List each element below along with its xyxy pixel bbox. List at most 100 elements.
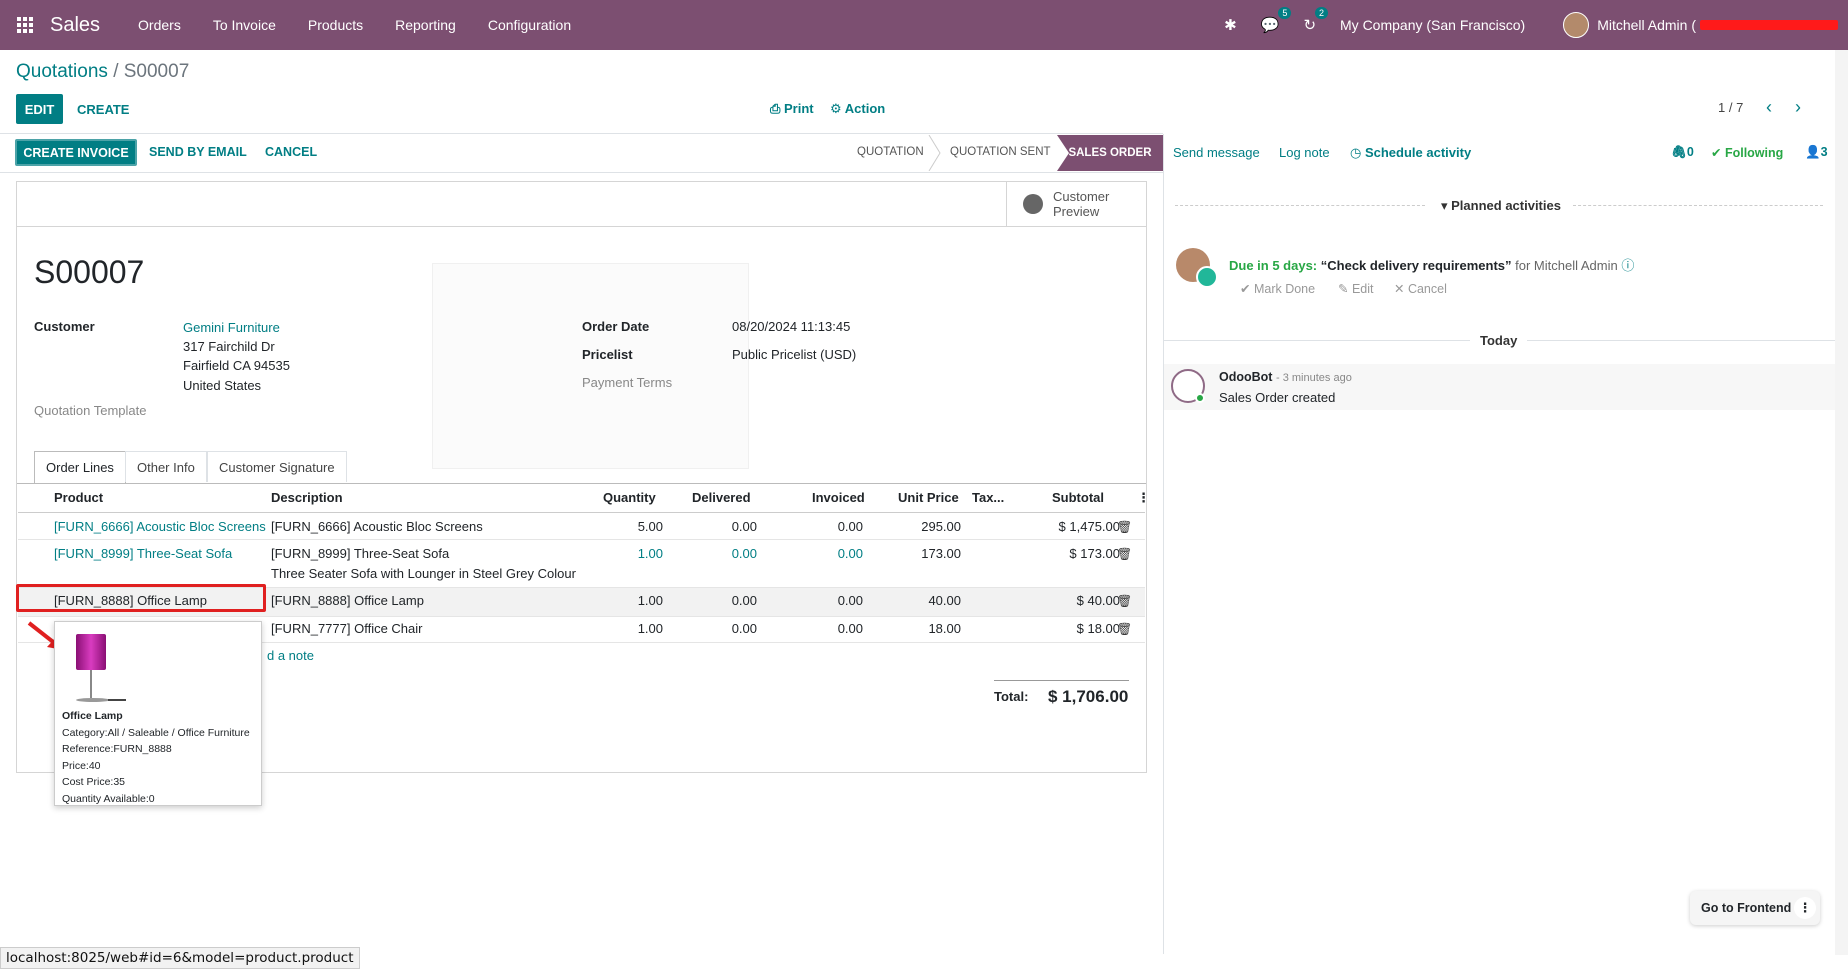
- schedule-activity-button[interactable]: ◷ Schedule activity: [1350, 145, 1471, 161]
- trash-icon[interactable]: 🗑: [1117, 622, 1133, 636]
- activity-edit-button[interactable]: ✎ Edit: [1338, 282, 1374, 296]
- scrollbar[interactable]: [1835, 50, 1848, 955]
- attachments-count: 0: [1686, 145, 1694, 159]
- edit-button[interactable]: EDIT: [16, 94, 63, 124]
- row-quantity[interactable]: 1.00: [637, 593, 663, 608]
- messages-icon[interactable]: 💬 5: [1261, 7, 1292, 34]
- col-subtotal[interactable]: Subtotal: [1052, 490, 1104, 505]
- messages-badge: 5: [1278, 7, 1292, 19]
- trash-icon[interactable]: 🗑: [1117, 547, 1133, 561]
- add-note-link[interactable]: d a note: [267, 648, 314, 663]
- planned-activities-toggle[interactable]: ▾ Planned activities: [1441, 198, 1561, 214]
- apps-menu-icon[interactable]: [0, 0, 50, 50]
- row-unit-price[interactable]: 173.00: [921, 546, 961, 561]
- col-invoiced[interactable]: Invoiced: [812, 490, 865, 505]
- followers-button[interactable]: 👤3: [1805, 145, 1828, 160]
- tab-order-lines[interactable]: Order Lines: [34, 451, 126, 483]
- row-quantity[interactable]: 5.00: [637, 519, 663, 534]
- action-button[interactable]: ⚙ Action: [830, 101, 885, 117]
- send-message-button[interactable]: Send message: [1173, 145, 1260, 160]
- row-unit-price[interactable]: 40.00: [928, 593, 961, 608]
- row-quantity[interactable]: 1.00: [637, 546, 663, 561]
- send-by-email-button[interactable]: SEND BY EMAIL: [149, 145, 247, 159]
- action-label: Action: [844, 101, 886, 116]
- row-delivered[interactable]: 0.00: [731, 546, 757, 561]
- customer-preview-button[interactable]: Customer Preview: [1006, 182, 1146, 226]
- breadcrumb-current: S00007: [123, 61, 190, 82]
- user-avatar[interactable]: [1563, 12, 1590, 38]
- menu-to-invoice[interactable]: To Invoice: [212, 17, 276, 33]
- cancel-order-button[interactable]: CANCEL: [265, 145, 318, 159]
- activity-assignee: for Mitchell Admin: [1515, 258, 1618, 273]
- tab-other-info[interactable]: Other Info: [125, 451, 207, 482]
- menu-configuration[interactable]: Configuration: [487, 17, 572, 33]
- row-delivered[interactable]: 0.00: [731, 621, 757, 636]
- col-product[interactable]: Product: [54, 490, 104, 505]
- log-note-button[interactable]: Log note: [1279, 145, 1330, 160]
- row-description[interactable]: [FURN_8999] Three-Seat Sofa: [271, 546, 450, 561]
- row-unit-price[interactable]: 295.00: [921, 519, 961, 534]
- trash-icon[interactable]: 🗑: [1117, 520, 1133, 534]
- user-menu[interactable]: Mitchell Admin (: [1597, 17, 1696, 33]
- message-item: [1164, 364, 1848, 410]
- following-button[interactable]: ✔ Following: [1711, 145, 1783, 160]
- row-product-link[interactable]: [FURN_8888] Office Lamp: [54, 593, 207, 608]
- row-subtotal: $ 18.00: [1076, 621, 1120, 636]
- check-icon: ✔: [1711, 146, 1725, 160]
- mark-done-button[interactable]: ✔ Mark Done: [1240, 282, 1316, 296]
- pager-value[interactable]: 1 / 7: [1718, 100, 1744, 115]
- pager-next-icon[interactable]: ›: [1795, 97, 1801, 117]
- create-button[interactable]: CREATE: [77, 101, 130, 117]
- debug-bug-icon[interactable]: ✱: [1224, 17, 1237, 34]
- row-delivered[interactable]: 0.00: [731, 519, 757, 534]
- stage-quotation-sent[interactable]: QUOTATION SENT: [950, 146, 1051, 158]
- mark-done-label: Mark Done: [1253, 282, 1316, 296]
- breadcrumb-quotations[interactable]: Quotations: [16, 61, 108, 82]
- row-delivered[interactable]: 0.00: [731, 593, 757, 608]
- menu-products[interactable]: Products: [307, 17, 364, 33]
- col-quantity[interactable]: Quantity: [603, 490, 656, 505]
- globe-icon: [1023, 194, 1043, 214]
- app-brand[interactable]: Sales: [50, 13, 101, 36]
- activity-summary: Due in 5 days: “Check delivery requireme…: [1229, 255, 1634, 274]
- activities-badge: 2: [1315, 7, 1329, 19]
- tab-divider: [17, 483, 1146, 484]
- col-delivered[interactable]: Delivered: [692, 490, 751, 505]
- quotation-template-label: Quotation Template: [34, 403, 147, 418]
- col-description[interactable]: Description: [271, 490, 343, 505]
- col-taxes[interactable]: Tax...: [972, 490, 1005, 505]
- button-box: Customer Preview: [17, 182, 1146, 227]
- row-description[interactable]: [FURN_7777] Office Chair: [271, 621, 423, 636]
- row-description-extra[interactable]: Three Seater Sofa with Lounger in Steel …: [271, 566, 576, 581]
- customer-link[interactable]: Gemini Furniture: [183, 320, 280, 335]
- activity-cancel-button[interactable]: ✕ Cancel: [1394, 282, 1447, 296]
- row-quantity[interactable]: 1.00: [637, 621, 663, 636]
- customer-preview-label: Customer Preview: [1053, 189, 1110, 219]
- popover-category: Category:All / Saleable / Office Furnitu…: [62, 726, 250, 739]
- stage-quotation[interactable]: QUOTATION: [857, 146, 924, 158]
- tab-customer-signature[interactable]: Customer Signature: [207, 451, 347, 482]
- trash-icon[interactable]: 🗑: [1117, 594, 1133, 608]
- row-sep: [18, 616, 1145, 617]
- row-subtotal: $ 40.00: [1076, 593, 1120, 608]
- row-description[interactable]: [FURN_8888] Office Lamp: [271, 593, 424, 608]
- column-options-icon[interactable]: ⋮: [1137, 490, 1150, 505]
- message-author[interactable]: OdooBot: [1219, 370, 1273, 384]
- row-product-link[interactable]: [FURN_6666] Acoustic Bloc Screens: [54, 519, 266, 534]
- menu-reporting[interactable]: Reporting: [395, 17, 456, 33]
- row-product-link[interactable]: [FURN_8999] Three-Seat Sofa: [54, 546, 233, 561]
- activities-clock-icon[interactable]: ↻ 2: [1303, 7, 1329, 34]
- pager-prev-icon[interactable]: ‹: [1766, 97, 1772, 117]
- row-description[interactable]: [FURN_6666] Acoustic Bloc Screens: [271, 519, 483, 534]
- print-button[interactable]: ⎙ Print: [770, 101, 814, 117]
- info-icon[interactable]: ⓘ: [1621, 258, 1635, 273]
- more-options-icon[interactable]: ⋮: [1794, 897, 1816, 919]
- col-unit-price[interactable]: Unit Price: [898, 490, 959, 505]
- divider: [0, 172, 1163, 173]
- gear-icon: ⚙: [830, 101, 845, 116]
- create-invoice-button[interactable]: CREATE INVOICE: [15, 139, 137, 166]
- company-switcher[interactable]: My Company (San Francisco): [1340, 17, 1526, 33]
- row-unit-price[interactable]: 18.00: [928, 621, 961, 636]
- menu-orders[interactable]: Orders: [138, 17, 181, 33]
- attachments-button[interactable]: 🖇0: [1671, 145, 1694, 160]
